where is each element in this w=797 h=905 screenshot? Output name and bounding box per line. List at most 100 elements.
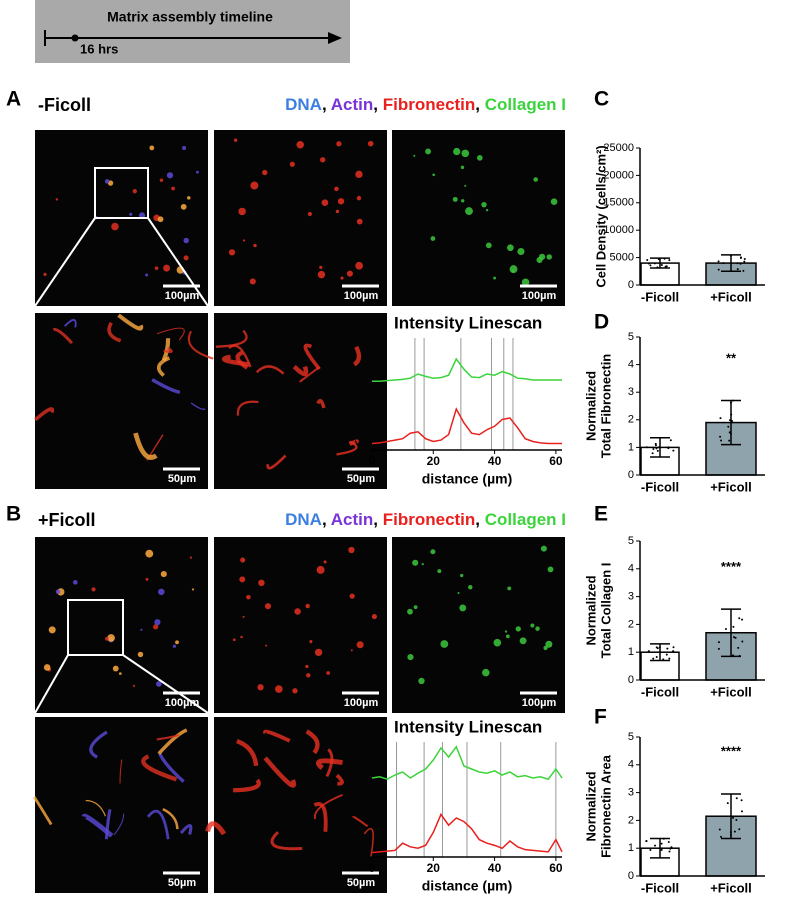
cell-signal	[262, 169, 268, 176]
fiber-signal	[190, 402, 206, 411]
error-bar	[721, 399, 741, 446]
fiber-signal	[163, 346, 173, 354]
cell-signal	[55, 198, 59, 201]
y-tick-label: 4	[628, 563, 634, 575]
fiber-signal	[104, 809, 112, 840]
cell-signal	[323, 560, 327, 564]
cell-signal	[468, 585, 473, 590]
cell-signal	[138, 212, 146, 219]
scale-label: 50µm	[347, 877, 376, 889]
data-point-texture	[720, 835, 723, 838]
y-tick-label: 2	[628, 814, 634, 826]
significance: **	[726, 351, 737, 366]
cell-signal	[265, 644, 268, 647]
cell-signal	[477, 155, 483, 161]
stain-separator: ,	[373, 510, 378, 529]
fiber-signal	[315, 758, 343, 770]
data-point-texture	[738, 617, 741, 620]
fiber-signal	[156, 327, 185, 341]
fiber-signal	[113, 813, 125, 836]
cell-signal	[326, 671, 330, 675]
stain-separator: ,	[322, 95, 327, 114]
cell-signal	[485, 208, 489, 212]
micrograph	[35, 717, 208, 893]
data-point-texture	[731, 816, 734, 819]
cell-signal	[305, 664, 309, 669]
cell-signal	[233, 138, 238, 142]
cell-signal	[183, 237, 189, 244]
data-point-texture	[645, 446, 648, 449]
cell-signal	[507, 244, 514, 252]
data-point-texture	[733, 636, 736, 639]
cell-signal	[182, 145, 187, 151]
data-point-texture	[656, 647, 659, 650]
cell-signal	[418, 677, 425, 685]
scale-label: 100µm	[522, 290, 557, 302]
zoom-line	[122, 654, 209, 714]
scale-label: 50µm	[168, 473, 197, 485]
cell-signal	[346, 270, 353, 277]
timeline-marker: 16 hrs	[80, 41, 118, 56]
panel-letter: D	[594, 311, 609, 334]
y-tick-label: 3	[628, 386, 634, 398]
cell-signal	[187, 196, 191, 200]
cell-signal	[407, 608, 413, 615]
fiber-signal	[266, 454, 287, 470]
cell-signal	[258, 579, 265, 587]
fiber-signal	[141, 754, 178, 782]
fiber-signal	[292, 365, 309, 377]
x-tick-label: 60	[549, 454, 563, 468]
linescan-trace	[371, 407, 562, 445]
category-label: -Ficoll	[641, 684, 679, 699]
data-point-texture	[741, 618, 744, 621]
cell-signal	[145, 549, 154, 558]
data-point-texture	[728, 431, 731, 434]
zoom-line	[34, 217, 96, 307]
fiber-signal	[305, 729, 320, 755]
cell-signal	[482, 668, 490, 677]
timeline-dot	[71, 34, 79, 42]
scale-label: 50µm	[168, 877, 197, 889]
cell-signal	[507, 586, 512, 591]
y-tick-label: 5	[628, 535, 634, 547]
data-point-texture	[667, 447, 670, 450]
x-tick-label: 0	[369, 454, 376, 468]
cell-signal	[461, 149, 470, 158]
data-point-texture	[733, 830, 736, 833]
fiber-signal	[316, 398, 326, 409]
cell-signal	[305, 603, 310, 609]
significance: ****	[721, 744, 742, 759]
stain-legend: DNA, Actin, Fibronectin, Collagen I	[285, 95, 566, 114]
data-point-texture	[656, 449, 659, 452]
fiber-signal	[85, 799, 106, 817]
y-tick-label: 5	[628, 331, 634, 343]
fiber-signal	[81, 813, 114, 838]
category-label: -Ficoll	[641, 289, 679, 304]
cell-signal	[317, 270, 326, 279]
data-point-texture	[740, 810, 743, 813]
cell-signal	[319, 265, 323, 269]
data-point-texture	[654, 444, 657, 447]
y-tick-label: 10000	[603, 224, 634, 236]
category-label: +Ficoll	[710, 479, 752, 494]
cell-signal	[519, 637, 527, 645]
fiber-signal	[158, 752, 185, 783]
fiber-signal	[156, 733, 181, 741]
stain-separator: ,	[373, 95, 378, 114]
data-point-texture	[654, 844, 657, 847]
x-axis-label: distance (µm)	[422, 471, 513, 487]
cell-signal	[195, 170, 199, 174]
fiber-signal	[53, 327, 74, 345]
cell-signal	[432, 173, 435, 177]
fiber-signal	[151, 378, 181, 395]
cell-signal	[111, 222, 119, 231]
cell-signal	[104, 179, 110, 184]
cell-signal	[107, 634, 115, 642]
cell-signal	[348, 546, 355, 554]
fiber-signal	[34, 407, 55, 422]
data-point-texture	[739, 256, 742, 259]
data-point-texture	[668, 657, 671, 660]
scale-label: 100µm	[522, 697, 557, 709]
cell-signal	[485, 242, 492, 249]
data-point-texture	[647, 650, 650, 653]
